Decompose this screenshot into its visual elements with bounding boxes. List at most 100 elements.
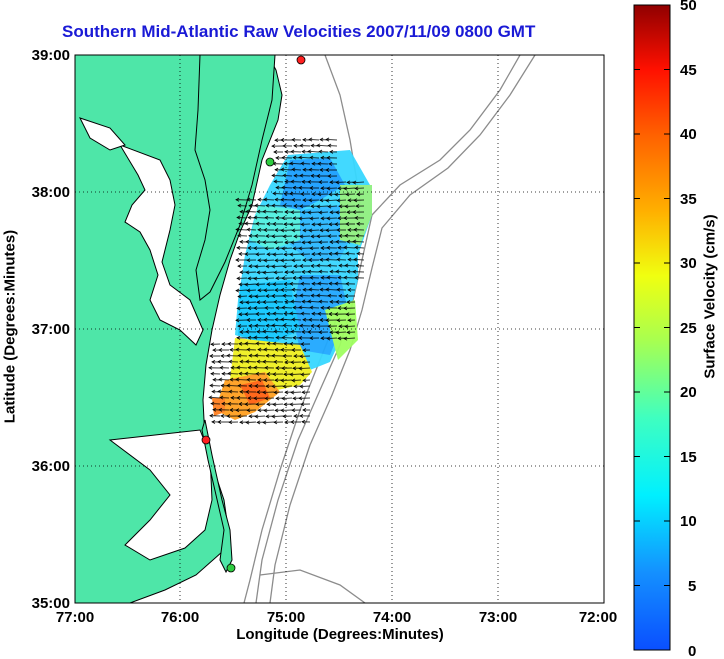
velocity-arrowhead xyxy=(266,341,271,346)
y-tick-labels: 39:00 38:00 37:00 36:00 35:00 xyxy=(32,47,70,612)
velocity-arrow xyxy=(354,259,365,261)
velocity-arrowhead xyxy=(255,252,260,257)
velocity-arrowhead xyxy=(307,330,312,334)
velocity-arrowhead xyxy=(239,209,244,214)
velocity-arrowhead xyxy=(284,299,289,304)
velocity-arrow xyxy=(228,373,239,375)
velocity-arrowhead xyxy=(301,390,306,395)
velocity-arrowhead xyxy=(327,263,332,268)
velocity-arrowhead xyxy=(290,390,295,395)
velocity-arrowhead xyxy=(264,246,269,251)
velocity-arrowhead xyxy=(291,378,296,383)
velocity-arrowhead xyxy=(346,210,351,215)
velocity-arrowhead xyxy=(245,270,250,275)
velocity-arrow xyxy=(336,271,347,273)
velocity-arrowhead xyxy=(245,239,250,244)
velocity-arrowhead xyxy=(289,281,294,286)
velocity-arrowhead xyxy=(308,167,313,172)
velocity-arrowhead xyxy=(254,323,259,328)
velocity-arrowhead xyxy=(316,293,321,298)
velocity-arrowhead xyxy=(247,276,252,281)
velocity-arrowhead xyxy=(292,185,297,190)
velocity-arrowhead xyxy=(256,240,261,244)
velocity-arrowhead xyxy=(354,275,359,280)
velocity-arrowhead xyxy=(266,282,271,287)
velocity-arrowhead xyxy=(235,288,240,293)
velocity-arrow xyxy=(344,337,356,339)
velocity-arrowhead xyxy=(264,276,269,281)
station-marker xyxy=(201,435,211,445)
velocity-arrowhead xyxy=(317,161,322,166)
velocity-arrowhead xyxy=(308,198,313,203)
velocity-arrowhead xyxy=(264,215,269,220)
velocity-arrow xyxy=(308,211,320,213)
velocity-arrowhead xyxy=(344,324,349,329)
velocity-arrow xyxy=(264,409,275,411)
velocity-arrowhead xyxy=(227,341,232,346)
velocity-arrowhead xyxy=(356,251,361,256)
velocity-arrowhead xyxy=(253,335,258,340)
velocity-arrow xyxy=(263,421,275,423)
velocity-arrowhead xyxy=(353,257,358,262)
velocity-arrowhead xyxy=(211,419,216,424)
velocity-arrow xyxy=(281,319,293,321)
velocity-arrowhead xyxy=(300,281,305,286)
velocity-arrowhead xyxy=(292,366,297,371)
velocity-arrowhead xyxy=(275,396,280,401)
velocity-arrowhead xyxy=(274,197,279,202)
velocity-arrowhead xyxy=(238,371,243,376)
velocity-arrowhead xyxy=(263,378,268,383)
velocity-arrowhead xyxy=(338,204,343,209)
velocity-arrowhead xyxy=(245,209,250,214)
velocity-arrowhead xyxy=(317,251,322,256)
velocity-arrowhead xyxy=(210,371,215,376)
velocity-arrowhead xyxy=(255,282,260,287)
station-marker xyxy=(226,563,236,573)
velocity-arrowhead xyxy=(317,222,322,227)
velocity-arrowhead xyxy=(228,420,233,425)
velocity-arrowhead xyxy=(273,270,278,275)
velocity-arrowhead xyxy=(217,389,222,394)
velocity-arrowhead xyxy=(335,330,340,335)
velocity-arrowhead xyxy=(354,215,359,220)
x-tick-label: 72:00 xyxy=(579,609,617,626)
velocity-arrowhead xyxy=(327,143,332,148)
velocity-arrowhead xyxy=(319,318,324,322)
velocity-arrowhead xyxy=(292,216,297,221)
velocity-arrowhead xyxy=(239,330,244,334)
velocity-arrowhead xyxy=(271,414,276,419)
velocity-arrowhead xyxy=(311,161,316,166)
velocity-arrowhead xyxy=(283,282,288,286)
velocity-arrowhead xyxy=(284,149,289,154)
velocity-arrowhead xyxy=(274,378,279,383)
x-tick-label: 77:00 xyxy=(56,609,94,626)
velocity-arrowhead xyxy=(245,329,250,334)
velocity-arrowhead xyxy=(299,413,304,418)
colorbar-tick-label: 50 xyxy=(680,0,697,14)
velocity-arrow xyxy=(327,337,338,339)
velocity-arrowhead xyxy=(338,263,343,268)
velocity-arrow xyxy=(238,295,248,297)
velocity-arrowhead xyxy=(310,263,315,268)
velocity-arrowhead xyxy=(354,186,359,191)
velocity-arrowhead xyxy=(208,395,213,400)
velocity-arrowhead xyxy=(263,288,268,293)
velocity-arrowhead xyxy=(280,408,285,413)
velocity-arrowhead xyxy=(253,396,258,401)
velocity-arrow xyxy=(265,337,275,339)
velocity-arrow xyxy=(299,307,311,309)
velocity-arrow xyxy=(327,277,338,279)
velocity-arrowhead xyxy=(328,222,333,227)
velocity-arrowhead xyxy=(302,348,307,353)
velocity-arrow xyxy=(236,379,248,381)
velocity-arrowhead xyxy=(264,365,269,370)
velocity-arrowhead xyxy=(272,372,277,377)
velocity-arrowhead xyxy=(264,335,269,340)
velocity-arrowhead xyxy=(345,251,350,256)
velocity-arrowhead xyxy=(248,203,253,208)
velocity-arrow xyxy=(335,253,347,255)
velocity-arrowhead xyxy=(318,210,323,215)
velocity-arrowhead xyxy=(280,317,285,322)
velocity-arrow xyxy=(299,217,311,219)
velocity-arrowhead xyxy=(272,282,277,287)
